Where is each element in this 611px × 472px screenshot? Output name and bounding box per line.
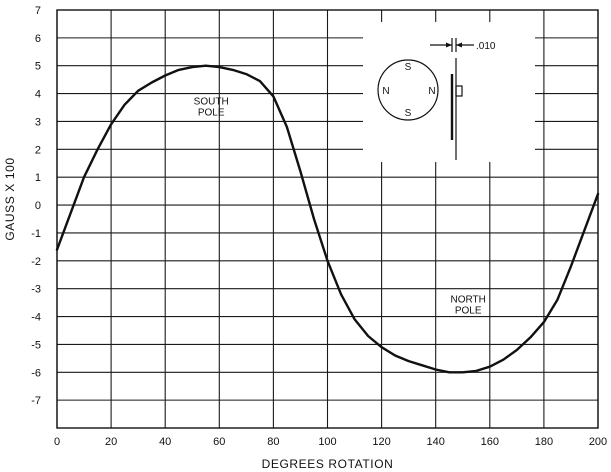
annotation-0-line-0: SOUTH	[194, 97, 229, 108]
y-tick-label: 7	[35, 5, 41, 17]
gap-arrowhead-right	[456, 42, 462, 48]
y-tick-label: -5	[31, 339, 41, 351]
pole-label-right: N	[428, 86, 435, 97]
annotation-1-line-0: NORTH	[450, 295, 485, 306]
pole-label-bottom: S	[405, 108, 412, 119]
gauss-curve	[55, 64, 600, 374]
x-tick-label: 140	[427, 436, 445, 448]
annotation-0-line-1: POLE	[198, 108, 225, 119]
y-tick-label: -1	[31, 228, 41, 240]
x-tick-label: 40	[159, 436, 171, 448]
annotation-1-line-1: POLE	[455, 306, 482, 317]
y-tick-label: -2	[31, 256, 41, 268]
x-tick-label: 0	[54, 436, 60, 448]
y-tick-label: 1	[35, 172, 41, 184]
pole-label-left: N	[382, 86, 389, 97]
y-tick-label: 4	[35, 89, 41, 101]
magnet-ring	[377, 59, 439, 121]
x-tick-label: 160	[481, 436, 499, 448]
x-tick-label: 180	[535, 436, 553, 448]
y-tick-label: -7	[31, 395, 41, 407]
x-tick-label: 200	[589, 436, 607, 448]
y-tick-label: 5	[35, 61, 41, 73]
gap-arrowhead-left	[446, 42, 452, 48]
y-tick-label: 0	[35, 200, 41, 212]
y-tick-label: 2	[35, 144, 41, 156]
y-tick-label: -6	[31, 367, 41, 379]
y-tick-label: -4	[31, 312, 41, 324]
x-tick-label: 20	[105, 436, 117, 448]
y-tick-label: 6	[35, 33, 41, 45]
gap-dimension-label: .010	[476, 41, 496, 52]
probe-tab	[455, 85, 463, 97]
x-tick-label: 120	[372, 436, 390, 448]
y-tick-label: -3	[31, 284, 41, 296]
y-axis-label: GAUSS X 100	[3, 157, 17, 240]
magnet-diagram: S S N N .010	[363, 22, 535, 162]
x-axis-label: DEGREES ROTATION	[262, 457, 394, 471]
y-tick-label: 3	[35, 116, 41, 128]
y-tick-labels: 7 6 5 4 3 2 1 0 -1 -2 -3 -4 -5 -6 -7	[31, 5, 41, 407]
x-tick-label: 80	[267, 436, 279, 448]
pole-label-top: S	[405, 62, 412, 73]
x-tick-labels: 0 20 40 60 80 100 120 140 160 180 200	[54, 436, 607, 448]
plot-frame	[56, 9, 599, 429]
x-tick-label: 60	[213, 436, 225, 448]
x-tick-label: 100	[318, 436, 336, 448]
